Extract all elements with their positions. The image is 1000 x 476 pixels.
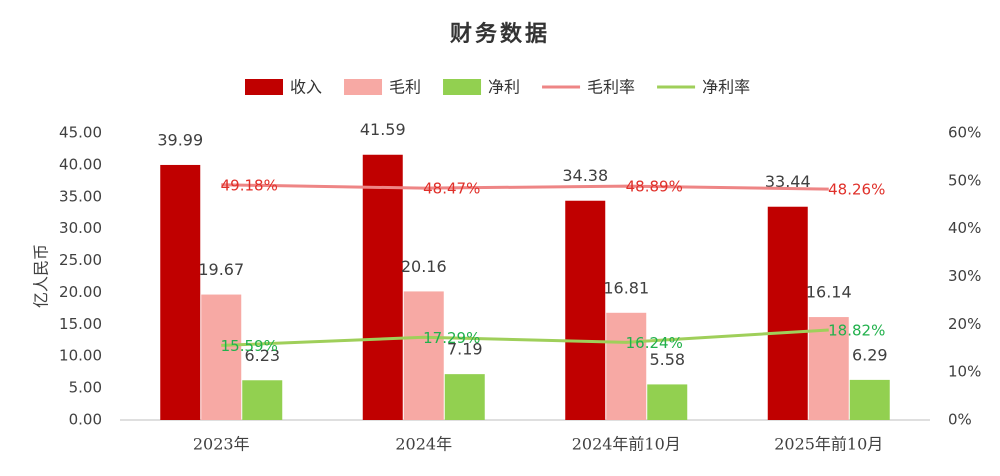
line: [221, 328, 829, 347]
y-tick-label: 15.00: [59, 315, 102, 333]
line-value-label: 18.82%: [828, 321, 885, 339]
y-tick-label: 20.00: [59, 283, 102, 301]
y2-tick-label: 40%: [948, 219, 981, 237]
legend-label: 净利率: [702, 78, 750, 97]
y2-tick-label: 20%: [948, 315, 981, 333]
legend-swatch: [245, 79, 283, 95]
x-tick-label: 2024年: [395, 435, 452, 454]
line-value-label: 15.59%: [221, 337, 278, 355]
legend-swatch: [344, 79, 383, 95]
line-value-label: 48.47%: [423, 180, 480, 198]
y2-tick-label: 0%: [948, 411, 972, 429]
y-tick-label: 0.00: [69, 411, 102, 429]
bar: [849, 379, 890, 420]
x-tick-label: 2023年: [193, 435, 250, 454]
y-tick-label: 10.00: [59, 347, 102, 365]
line-value-label: 48.89%: [626, 178, 683, 196]
y2-tick-label: 50%: [948, 171, 981, 189]
line-value-label: 17.29%: [423, 329, 480, 347]
legend-swatch: [443, 79, 482, 95]
bar-value-label: 20.16: [401, 257, 447, 276]
bar-value-label: 5.58: [649, 350, 685, 369]
y2-tick-label: 10%: [948, 363, 981, 381]
y-tick-label: 40.00: [59, 155, 102, 173]
chart-title: 财务数据: [450, 21, 550, 47]
legend-label: 净利: [488, 78, 520, 97]
legend-label: 毛利: [389, 78, 421, 97]
y-tick-label: 30.00: [59, 219, 102, 237]
bar: [242, 380, 283, 420]
legend-label: 毛利率: [587, 78, 635, 97]
x-tick-label: 2025年前10月: [774, 435, 883, 454]
bar: [444, 374, 485, 420]
bar-value-label: 39.99: [157, 130, 203, 149]
y2-tick-label: 30%: [948, 267, 981, 285]
line: [221, 183, 829, 191]
bar-value-label: 19.67: [198, 260, 244, 279]
bar: [767, 206, 808, 420]
bar-value-label: 16.14: [806, 283, 852, 302]
bar-value-label: 7.19: [447, 340, 483, 359]
y2-tick-label: 60%: [948, 124, 981, 142]
y-tick-label: 5.00: [69, 379, 102, 397]
bar: [647, 384, 688, 420]
bar: [362, 154, 403, 420]
y-tick-label: 45.00: [59, 124, 102, 142]
bar-value-label: 6.29: [852, 345, 888, 364]
bar-value-label: 34.38: [562, 166, 608, 185]
bar: [403, 291, 444, 420]
bar: [201, 294, 242, 420]
bar-value-label: 33.44: [765, 172, 811, 191]
bar-value-label: 16.81: [603, 278, 649, 297]
bar-value-label: 41.59: [360, 120, 406, 139]
line-value-label: 16.24%: [626, 334, 683, 352]
bar: [808, 317, 849, 420]
y-axis-label: 亿人民币: [32, 244, 51, 308]
line-value-label: 49.18%: [221, 176, 278, 194]
y-tick-label: 35.00: [59, 187, 102, 205]
bar: [160, 164, 201, 420]
legend-label: 收入: [290, 78, 322, 97]
bar: [606, 312, 647, 420]
line-value-label: 48.26%: [828, 181, 885, 199]
y-tick-label: 25.00: [59, 251, 102, 269]
bar: [565, 200, 606, 420]
bar-value-label: 6.23: [244, 346, 280, 365]
x-tick-label: 2024年前10月: [572, 435, 681, 454]
